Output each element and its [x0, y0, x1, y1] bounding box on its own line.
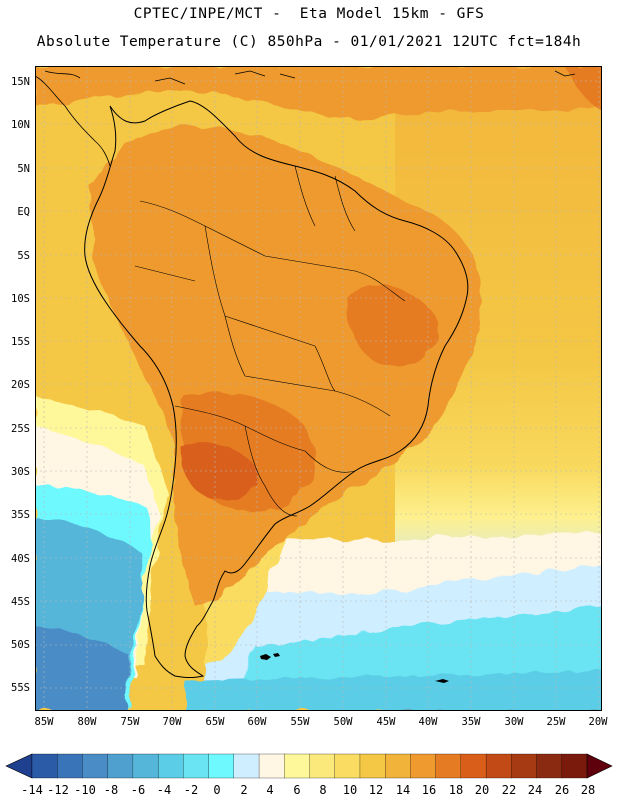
- lon-label: 60W: [247, 716, 267, 728]
- colorbar-cell: [334, 753, 361, 779]
- lon-label: 30W: [504, 716, 524, 728]
- colorbar-label: -14: [21, 783, 43, 797]
- central-america-coast: [34, 70, 111, 167]
- colorbar-label: 28: [580, 783, 596, 797]
- lat-label: 45S: [11, 596, 30, 608]
- lon-label: 20W: [588, 716, 608, 728]
- colorbar-cell: [132, 753, 159, 779]
- lon-label: 75W: [120, 716, 140, 728]
- pacific-deep-band: [35, 626, 130, 711]
- colorbar-cell: [208, 753, 235, 779]
- colorbar-cell: [511, 753, 538, 779]
- map-title-line1: CPTEC/INPE/MCT - Eta Model 15km - GFS: [133, 6, 485, 22]
- lat-label: 10S: [11, 293, 30, 305]
- colorbar-label: 14: [395, 783, 411, 797]
- map-title-line2: Absolute Temperature (C) 850hPa - 01/01/…: [36, 34, 582, 50]
- lon-label: 85W: [34, 716, 54, 728]
- colorbar-label: -12: [47, 783, 69, 797]
- east-corner-hot: [565, 66, 602, 111]
- continent-hottest: [180, 442, 258, 501]
- temperature-colorbar: [5, 753, 613, 779]
- south-georgia: [435, 679, 449, 683]
- lat-label: 10N: [11, 119, 30, 131]
- temperature-map: [34, 66, 602, 711]
- lon-label: 45W: [376, 716, 396, 728]
- colorbar-cell: [561, 753, 588, 779]
- colorbar-cell: [536, 753, 563, 779]
- colorbar-label: 12: [368, 783, 384, 797]
- continent-warm: [90, 126, 482, 606]
- lon-label: 55W: [290, 716, 310, 728]
- colorbar-low-arrow: [5, 753, 33, 779]
- lat-label: 15N: [11, 76, 30, 88]
- lat-label: 35S: [11, 509, 30, 521]
- colorbar-label: 4: [266, 783, 274, 797]
- lat-label: 40S: [11, 553, 30, 565]
- colorbar-cell: [410, 753, 437, 779]
- colorbar-cell: [233, 753, 260, 779]
- colorbar-high-arrow: [586, 753, 613, 779]
- colorbar-label: 26: [554, 783, 570, 797]
- northeast-hot: [345, 285, 438, 366]
- colorbar-label: -4: [156, 783, 172, 797]
- colorbar-cells: [31, 753, 588, 779]
- map-canvas: [34, 66, 602, 711]
- lat-label: 20S: [11, 379, 30, 391]
- colorbar-label: -10: [74, 783, 96, 797]
- lat-label: 5S: [17, 250, 30, 262]
- colorbar-cell: [284, 753, 310, 779]
- lat-label: 30S: [11, 466, 30, 478]
- colorbar-cell: [107, 753, 134, 779]
- country-borders: [134, 165, 406, 517]
- colorbar-cell: [157, 753, 184, 779]
- colorbar-label: 24: [527, 783, 543, 797]
- lon-label: 70W: [162, 716, 182, 728]
- map-border: [35, 66, 602, 711]
- colorbar-label: -2: [183, 783, 199, 797]
- colorbar-label: 22: [501, 783, 517, 797]
- lon-label: 80W: [77, 716, 97, 728]
- colorbar-label: 2: [240, 783, 248, 797]
- lat-label: 15S: [11, 336, 30, 348]
- colorbar-label: 18: [448, 783, 464, 797]
- colorbar-cell: [57, 753, 83, 779]
- caribbean-warm: [35, 66, 602, 119]
- lon-label: 35W: [461, 716, 481, 728]
- colorbar-label: 20: [474, 783, 490, 797]
- lat-label: 5N: [17, 163, 30, 175]
- lon-label: 25W: [546, 716, 566, 728]
- colorbar-label: -6: [130, 783, 146, 797]
- colorbar-cell: [183, 753, 210, 779]
- falkland-islands: [260, 653, 280, 660]
- colorbar-cell: [258, 753, 285, 779]
- colorbar-cell: [460, 753, 487, 779]
- colorbar-cell: [385, 753, 411, 779]
- lon-label: 40W: [418, 716, 438, 728]
- lat-label: 25S: [11, 423, 30, 435]
- colorbar-label: -8: [103, 783, 119, 797]
- south-america-coastline: [84, 100, 469, 678]
- lon-label: 65W: [205, 716, 225, 728]
- colorbar-label: 6: [293, 783, 301, 797]
- lat-label: 55S: [11, 682, 30, 694]
- lat-label: EQ: [17, 206, 30, 218]
- caribbean-islands: [154, 70, 576, 85]
- lon-label: 50W: [333, 716, 353, 728]
- colorbar-label: 0: [213, 783, 221, 797]
- colorbar-cell: [359, 753, 386, 779]
- colorbar-label: 8: [319, 783, 327, 797]
- lat-label: 50S: [11, 639, 30, 651]
- colorbar-label: 10: [342, 783, 358, 797]
- colorbar-cell: [82, 753, 109, 779]
- colorbar-label: 16: [421, 783, 437, 797]
- southern-ocean-deep: [185, 671, 602, 711]
- colorbar-cell: [309, 753, 336, 779]
- colorbar-cell: [485, 753, 512, 779]
- colorbar-cell: [435, 753, 462, 779]
- colorbar-cell: [31, 753, 58, 779]
